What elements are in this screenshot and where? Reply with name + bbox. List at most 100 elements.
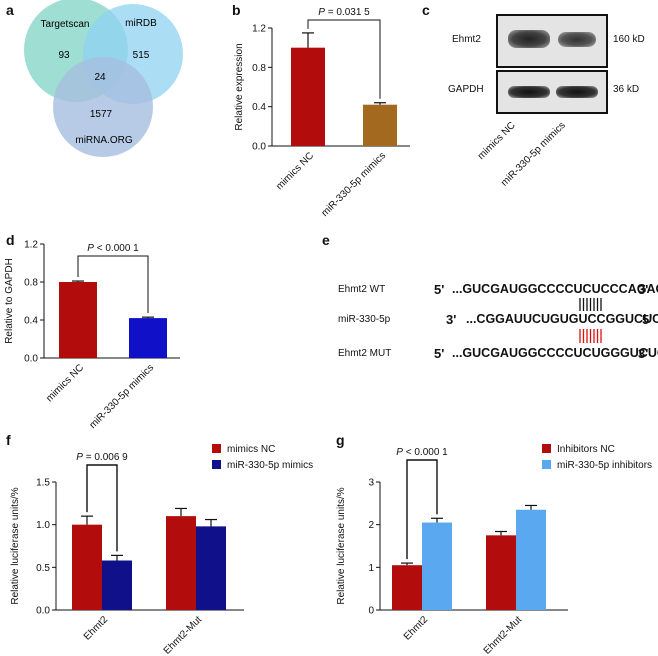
western-blot: Ehmt2 GAPDH 160 kD 36 kD mimics NC miR-3… [420,0,658,230]
significance-bracket [307,19,381,99]
panel-label-a: a [6,2,14,18]
x-tick-label: Ehmt2 [402,614,431,643]
mut-mismatch-bars [579,329,602,343]
seq-suffix-mir: 5' [642,312,653,327]
y-tick-label: 0.4 [252,102,266,113]
venn-diagram: Targetscan miRDB miRNA.ORG 93 515 24 157… [24,0,183,157]
legend-label: miR-330-5p inhibitors [557,460,652,471]
venn-label-mirnaorg: miRNA.ORG [75,135,132,146]
panel-label-b: b [232,2,241,18]
y-axis-label: Relative to GAPDH [4,258,15,344]
venn-label-targetscan: Targetscan [41,19,90,30]
bar [102,560,132,610]
venn-count-mirnaorg: 1577 [90,109,113,120]
venn-count-mirdb: 515 [133,50,150,61]
seq-label-wt: Ehmt2 WT [338,284,386,295]
panel-label-g: g [336,432,345,448]
bar [291,47,325,146]
y-tick-label: 1.5 [36,478,50,489]
venn-count-all: 24 [94,72,106,83]
venn-label-mirdb: miRDB [125,18,157,29]
legend-label: mimics NC [227,444,275,455]
panel-label-e: e [322,232,330,248]
seq-mir: ...CGGAUUCUGUGUCCGGUCUCU... [466,312,658,326]
significance-bracket [77,255,149,314]
y-tick-label: 0.0 [252,142,266,153]
seq-suffix-mut: 3' [638,346,649,361]
blot-band-ehmt2-lane2 [558,32,596,47]
y-tick-label: 2 [368,520,374,531]
significance-bracket [86,464,118,552]
p-value-annotation: P = 0.031 5 [318,7,370,18]
y-tick-label: 1.2 [252,24,266,35]
p-value-annotation: P < 0.000 1 [396,447,448,458]
bar [129,318,167,358]
x-tick-label: miR-330-5p mimics [87,362,156,430]
blot-label-ehmt2: Ehmt2 [452,34,481,45]
blot-band-ehmt2-lane1 [508,30,550,48]
blot-label-gapdh: GAPDH [448,84,484,95]
chart-b: 0.0 0.4 0.8 1.2 Relative expression mimics NC… [234,7,410,219]
y-tick-label: 1 [368,563,374,574]
y-tick-label: 0.5 [36,563,50,574]
seq-prefix-mut: 5' [434,346,445,361]
panel-label-d: d [6,232,15,248]
blot-membrane-gapdh [496,70,608,114]
x-tick-label: Ehmt2-Mut [162,614,205,656]
legend-swatch [542,460,551,469]
y-tick-label: 0 [368,606,374,617]
y-tick-label: 1.2 [24,240,38,251]
chart-f: 0.0 0.5 1.0 1.5 Relative luciferase units/% E… [10,444,313,656]
y-tick-label: 0.8 [252,63,266,74]
bar [72,524,102,610]
legend-swatch [212,460,221,469]
blot-band-gapdh-lane1 [508,86,550,98]
bar [422,522,452,610]
venn-count-targetscan: 93 [58,50,70,61]
p-value-annotation: P = 0.006 9 [76,452,128,463]
legend-label: miR-330-5p mimics [227,460,313,471]
bar [166,516,196,610]
bar [486,535,516,610]
x-tick-label: miR-330-5p mimics [319,150,388,219]
seq-label-mir: miR-330-5p [338,314,391,325]
seq-prefix-wt: 5' [434,282,445,297]
panel-label-c: c [422,2,430,18]
p-value-annotation: P < 0.000 1 [87,243,139,254]
blot-membrane-ehmt2 [496,14,608,68]
x-tick-label: mimics NC [44,362,86,404]
bar [196,526,226,610]
significance-bracket [406,459,438,560]
y-axis-label: Relative luciferase units/% [10,487,21,604]
venn-circle-mirnaorg [53,57,153,157]
blot-lane-label-1: mimics NC [475,120,518,162]
x-tick-label: Ehmt2-Mut [482,614,525,656]
blot-band-gapdh-lane2 [556,86,598,98]
bar [392,565,422,610]
seq-label-mut: Ehmt2 MUT [338,348,392,359]
chart-d: 0.0 0.4 0.8 1.2 Relative to GAPDH mimics NC mi… [4,240,180,430]
blot-size-gapdh: 36 kD [613,84,640,95]
wt-pairing-bars [579,298,602,311]
y-axis-label: Relative expression [234,43,245,130]
x-tick-label: Ehmt2 [82,614,111,643]
chart-g: 0 1 2 3 Relative luciferase units/% Ehmt2 Ehmt… [336,444,652,656]
blot-size-ehmt2: 160 kD [613,34,645,45]
y-tick-label: 0.0 [24,354,38,365]
panel-label-f: f [6,432,11,448]
bar [516,509,546,610]
bar [59,282,97,358]
y-tick-label: 0.0 [36,606,50,617]
x-tick-label: mimics NC [274,150,316,192]
seq-prefix-mir: 3' [446,312,457,327]
y-axis-label: Relative luciferase units/% [336,487,347,604]
seq-mut: ...GUCGAUGGCCCCUCUGGGUCUGC... [452,346,658,360]
bar [363,104,397,146]
y-tick-label: 0.8 [24,278,38,289]
legend-swatch [212,444,221,453]
legend-swatch [542,444,551,453]
y-tick-label: 3 [368,478,374,489]
sequence-alignment: Ehmt2 WT miR-330-5p Ehmt2 MUT 5' ...GUCG… [320,240,658,430]
pairing-lines [579,298,602,343]
y-tick-label: 1.0 [36,520,50,531]
